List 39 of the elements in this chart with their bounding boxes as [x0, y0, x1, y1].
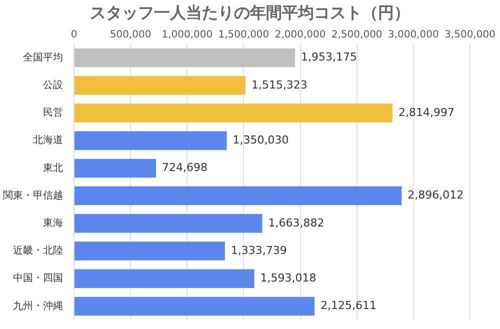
data-label: 2,814,997: [398, 106, 454, 119]
chart-title: スタッフ一人当たりの年間平均コスト（円）: [89, 2, 411, 24]
data-label: 1,953,175: [300, 50, 357, 64]
bar: [74, 214, 262, 233]
data-label: 724,698: [162, 161, 208, 174]
bar: [74, 269, 254, 288]
bar: [74, 76, 246, 95]
y-tick-label: 東北: [43, 162, 63, 174]
y-tick-label: 関東・甲信越: [3, 189, 63, 202]
bar: [74, 48, 295, 68]
data-label: 1,333,739: [230, 244, 287, 257]
y-tick-label: 北海道: [33, 134, 63, 146]
bar: [74, 296, 314, 316]
y-tick-label: 近畿・北陸: [13, 244, 63, 257]
x-tick-label: 0: [70, 30, 78, 41]
data-label: 2,896,012: [408, 188, 464, 202]
bar: [74, 242, 225, 260]
y-tick-label: 公設: [43, 78, 63, 91]
x-tick-label: 1,000,000: [162, 30, 213, 41]
data-label: 1,350,030: [232, 133, 289, 146]
y-tick-label: 九州・沖縄: [13, 300, 63, 312]
x-tick-label: 2,000,000: [274, 30, 326, 41]
bar: [74, 131, 227, 150]
data-label: 1,515,323: [251, 78, 308, 92]
x-tick-label: 3,000,000: [388, 30, 439, 41]
bar: [74, 186, 402, 206]
x-tick-label: 1,500,000: [218, 30, 270, 41]
data-label: 1,593,018: [260, 271, 316, 284]
bar: [74, 158, 156, 178]
data-label: 2,125,611: [320, 299, 376, 312]
y-tick-label: 東海: [43, 216, 63, 229]
bar: [74, 104, 392, 122]
y-tick-label: 民営: [43, 106, 63, 119]
x-tick-label: 500,000: [110, 30, 152, 41]
data-label: 1,663,882: [268, 216, 324, 230]
x-tick-label: 2,500,000: [331, 30, 382, 41]
y-tick-label: 中国・四国: [13, 272, 63, 284]
y-tick-label: 全国平均: [23, 51, 63, 64]
x-tick-label: 3,500,000: [444, 30, 496, 41]
